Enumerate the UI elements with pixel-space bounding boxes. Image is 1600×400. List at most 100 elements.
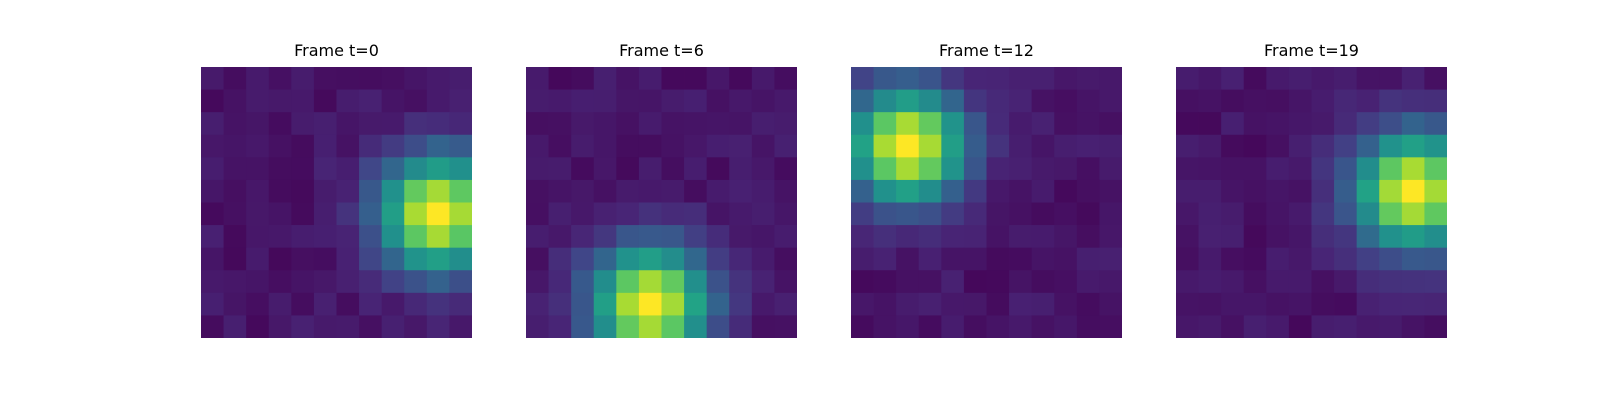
heatmap-cell [638, 202, 662, 226]
heatmap-cell [336, 225, 360, 249]
heatmap-cell [291, 157, 315, 181]
heatmap-cell [873, 157, 897, 181]
heatmap-cell [1176, 225, 1199, 249]
heatmap-cell [1221, 247, 1245, 271]
heatmap-cell [729, 292, 753, 316]
heatmap-cell [381, 134, 405, 158]
heatmap-cell [201, 292, 224, 316]
heatmap-cell [1288, 67, 1312, 90]
heatmap-cell [986, 112, 1010, 136]
heatmap-cell [526, 247, 549, 271]
heatmap-cell [1288, 225, 1312, 249]
heatmap-cell [1243, 112, 1267, 136]
heatmap-cell [1311, 157, 1335, 181]
heatmap-cell [571, 202, 595, 226]
heatmap-cell [548, 157, 572, 181]
heatmap-cell [851, 202, 874, 226]
heatmap-cell [313, 247, 337, 271]
heatmap-cell [1076, 179, 1100, 203]
heatmap-cell [1009, 112, 1033, 136]
heatmap-cell [1266, 315, 1290, 338]
heatmap-frame-6 [526, 67, 797, 338]
heatmap-cell [313, 179, 337, 203]
heatmap-cell [684, 202, 708, 226]
heatmap-cell [918, 157, 942, 181]
heatmap-cell [1243, 292, 1267, 316]
heatmap-cell [1379, 89, 1403, 113]
heatmap-cell [201, 202, 224, 226]
heatmap-cell [1054, 67, 1078, 90]
heatmap-cell [449, 270, 472, 294]
heatmap-cell [201, 315, 224, 338]
heatmap-cell [941, 89, 965, 113]
heatmap-cell [1401, 292, 1425, 316]
heatmap-cell [684, 292, 708, 316]
heatmap-cell [616, 202, 640, 226]
heatmap-cell [963, 270, 987, 294]
heatmap-cell [986, 134, 1010, 158]
heatmap-cell [616, 157, 640, 181]
heatmap-cell [873, 179, 897, 203]
heatmap-cell [291, 112, 315, 136]
heatmap-cell [246, 225, 270, 249]
heatmap-cell [986, 270, 1010, 294]
heatmap-cell [896, 270, 920, 294]
heatmap-cell [1054, 292, 1078, 316]
heatmap-cell [684, 247, 708, 271]
heatmap-cell [336, 247, 360, 271]
heatmap-cell [1076, 225, 1100, 249]
heatmap-cell [1198, 134, 1222, 158]
heatmap-cell [313, 202, 337, 226]
heatmap-cell [706, 202, 730, 226]
heatmap-cell [548, 225, 572, 249]
heatmap-cell [896, 202, 920, 226]
heatmap-cell [593, 67, 617, 90]
heatmap-cell [291, 292, 315, 316]
heatmap-cell [1334, 247, 1358, 271]
heatmap-cell [1424, 270, 1447, 294]
heatmap-cell [661, 247, 685, 271]
heatmap-cell [571, 179, 595, 203]
heatmap-cell [963, 247, 987, 271]
heatmap-cell [1266, 112, 1290, 136]
heatmap-cell [1243, 315, 1267, 338]
heatmap-cell [526, 179, 549, 203]
heatmap-cell [896, 112, 920, 136]
heatmap-cell [684, 315, 708, 338]
heatmap-cell [1221, 89, 1245, 113]
heatmap-cell [381, 89, 405, 113]
heatmap-cell [986, 292, 1010, 316]
heatmap-cell [851, 270, 874, 294]
panel-title: Frame t=19 [1264, 41, 1359, 60]
heatmap-cell [918, 292, 942, 316]
heatmap-cell [381, 202, 405, 226]
heatmap-cell [751, 225, 775, 249]
heatmap-cell [1031, 202, 1055, 226]
heatmap-cell [313, 292, 337, 316]
heatmap-cell [1009, 179, 1033, 203]
heatmap-cell [963, 202, 987, 226]
heatmap-cell [1221, 112, 1245, 136]
heatmap-cell [729, 157, 753, 181]
heatmap-cell [1243, 247, 1267, 271]
heatmap-cell [1031, 292, 1055, 316]
heatmap-cell [526, 67, 549, 90]
heatmap-cell [246, 179, 270, 203]
heatmap-cell [526, 89, 549, 113]
heatmap-cell [616, 179, 640, 203]
heatmap-cell [729, 270, 753, 294]
heatmap-cell [1288, 112, 1312, 136]
heatmap-cell [381, 270, 405, 294]
heatmap-cell [313, 315, 337, 338]
heatmap-cell [1099, 89, 1122, 113]
heatmap-cell [661, 112, 685, 136]
heatmap-cell [1099, 179, 1122, 203]
heatmap-cell [246, 315, 270, 338]
heatmap-cell [571, 225, 595, 249]
heatmap-cell [336, 89, 360, 113]
heatmap-cell [751, 157, 775, 181]
heatmap-cell [1266, 292, 1290, 316]
heatmap-cell [1311, 202, 1335, 226]
heatmap-cell [1379, 247, 1403, 271]
heatmap-cell [1076, 67, 1100, 90]
